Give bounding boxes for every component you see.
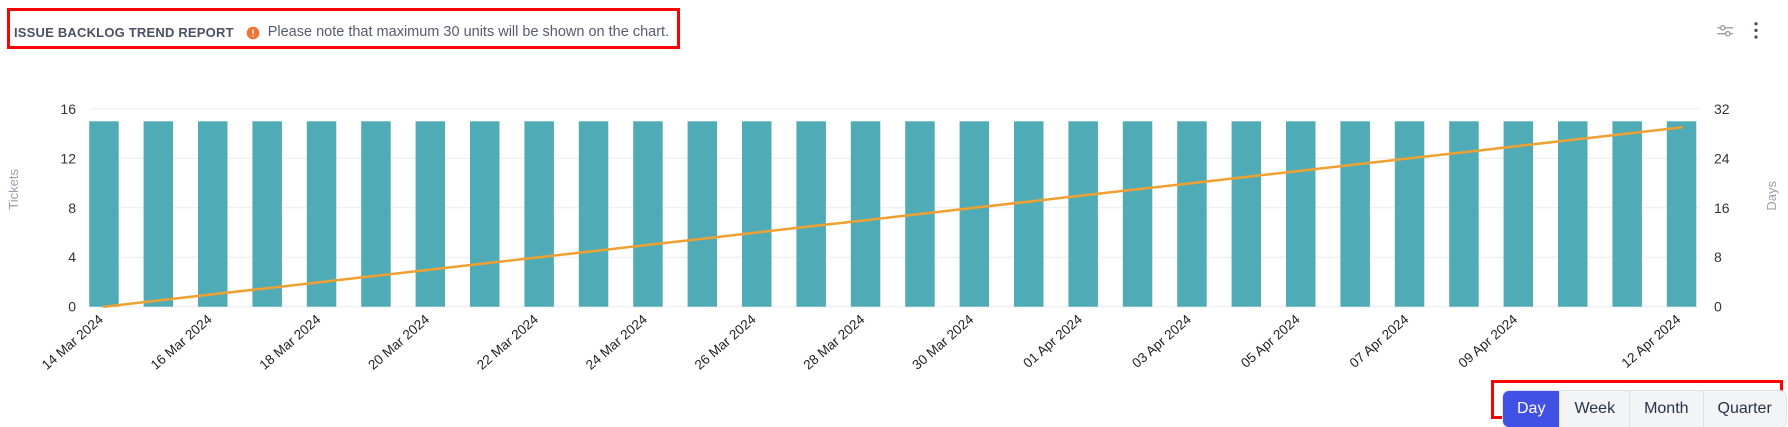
- svg-text:4: 4: [68, 249, 76, 265]
- svg-text:26 Mar 2024: 26 Mar 2024: [692, 311, 759, 372]
- svg-text:20 Mar 2024: 20 Mar 2024: [365, 311, 432, 372]
- svg-text:14 Mar 2024: 14 Mar 2024: [39, 311, 106, 372]
- svg-text:24: 24: [1714, 150, 1730, 166]
- svg-text:05 Apr 2024: 05 Apr 2024: [1238, 311, 1303, 370]
- svg-text:07 Apr 2024: 07 Apr 2024: [1347, 311, 1412, 370]
- svg-text:01 Apr 2024: 01 Apr 2024: [1020, 311, 1085, 370]
- svg-text:09 Apr 2024: 09 Apr 2024: [1455, 311, 1520, 370]
- svg-text:22 Mar 2024: 22 Mar 2024: [474, 311, 541, 372]
- svg-text:12: 12: [60, 150, 76, 166]
- svg-text:03 Apr 2024: 03 Apr 2024: [1129, 311, 1194, 370]
- svg-text:32: 32: [1714, 101, 1730, 117]
- svg-text:24 Mar 2024: 24 Mar 2024: [583, 311, 650, 372]
- svg-text:16 Mar 2024: 16 Mar 2024: [148, 311, 215, 372]
- svg-text:28 Mar 2024: 28 Mar 2024: [801, 311, 868, 372]
- svg-text:8: 8: [1714, 249, 1722, 265]
- svg-text:18 Mar 2024: 18 Mar 2024: [257, 311, 324, 372]
- svg-text:8: 8: [68, 200, 76, 216]
- svg-text:16: 16: [60, 101, 76, 117]
- svg-text:0: 0: [68, 299, 76, 315]
- svg-text:30 Mar 2024: 30 Mar 2024: [909, 311, 976, 372]
- svg-text:0: 0: [1714, 299, 1722, 315]
- svg-text:12 Apr 2024: 12 Apr 2024: [1619, 311, 1684, 370]
- svg-text:16: 16: [1714, 200, 1730, 216]
